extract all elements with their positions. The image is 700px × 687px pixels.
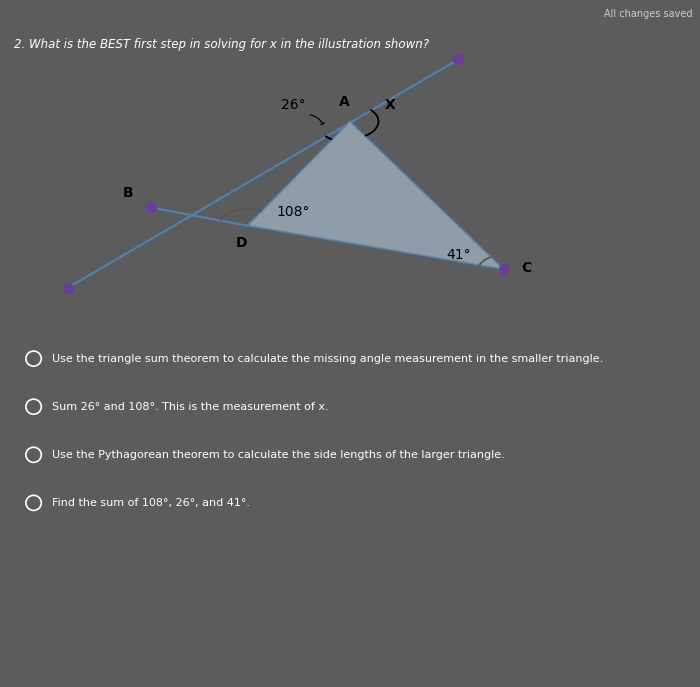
- Text: Use the Pythagorean theorem to calculate the side lengths of the larger triangle: Use the Pythagorean theorem to calculate…: [52, 450, 505, 460]
- Text: 108°: 108°: [276, 205, 310, 218]
- Text: 2. What is the BEST first step in solving for x in the illustration shown?: 2. What is the BEST first step in solvin…: [14, 38, 429, 51]
- Text: Sum 26° and 108°. This is the measurement of x.: Sum 26° and 108°. This is the measuremen…: [52, 402, 329, 412]
- Text: 26°: 26°: [281, 98, 305, 111]
- Text: Use the triangle sum theorem to calculate the missing angle measurement in the s: Use the triangle sum theorem to calculat…: [52, 354, 603, 363]
- Text: A: A: [339, 95, 350, 109]
- Text: X: X: [384, 98, 395, 111]
- Text: D: D: [236, 236, 248, 249]
- Text: All changes saved: All changes saved: [605, 10, 693, 19]
- Text: 41°: 41°: [446, 248, 470, 262]
- Text: C: C: [522, 261, 532, 275]
- Text: B: B: [122, 186, 133, 201]
- Polygon shape: [247, 122, 504, 269]
- Text: Find the sum of 108°, 26°, and 41°.: Find the sum of 108°, 26°, and 41°.: [52, 498, 251, 508]
